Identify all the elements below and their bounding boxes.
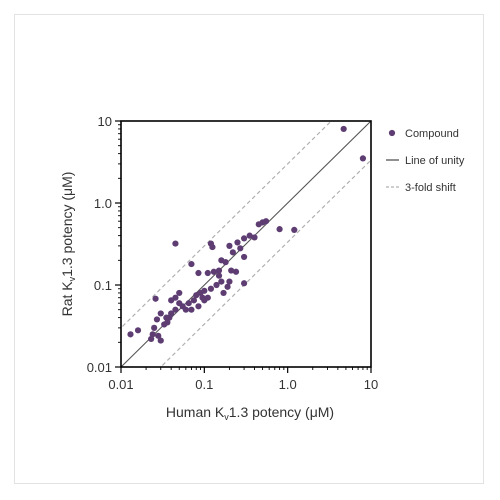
data-point-8: [246, 232, 253, 239]
data-point-42: [176, 300, 183, 307]
data-point-15: [209, 243, 216, 251]
data-point-54: [153, 316, 161, 323]
data-point-43: [172, 306, 179, 313]
data-point-25: [195, 269, 202, 277]
x-tick-label-3: 10: [364, 377, 378, 392]
y-axis-label: Rat Kv1.3 potency (μM): [59, 172, 77, 317]
axis-ticks: 0.01 0.01 0.1 0.1 1.0 1.0 10 10: [87, 114, 379, 392]
data-point-22: [204, 269, 211, 277]
reference-lines: [121, 121, 371, 367]
y-tick-label-3: 10: [98, 114, 112, 129]
data-point-7: [240, 235, 248, 242]
legend-marker-compound: [388, 129, 396, 137]
data-point-21: [210, 268, 217, 275]
data-point-59: [157, 337, 164, 344]
data-point-0: [340, 125, 347, 133]
data-point-61: [127, 331, 134, 338]
y-tick-label-0: 0.01: [87, 360, 112, 375]
data-point-13: [229, 249, 236, 256]
data-point-29: [240, 280, 248, 287]
data-point-63: [195, 303, 202, 310]
data-point-20: [215, 267, 223, 274]
data-point-48: [161, 321, 168, 328]
data-point-57: [155, 332, 162, 339]
data-point-26: [226, 278, 233, 285]
data-point-23: [228, 267, 235, 274]
data-point-12: [237, 245, 244, 252]
x-tick-label-1: 0.1: [195, 377, 213, 392]
data-point-30: [213, 281, 220, 289]
x-tick-label-0: 0.01: [108, 377, 133, 392]
data-point-36: [190, 297, 198, 304]
data-point-4: [255, 221, 262, 228]
data-point-11: [226, 242, 233, 249]
x-tick-label-2: 1.0: [279, 377, 297, 392]
legend-label-1: Line of unity: [405, 155, 465, 167]
legend: Compound Line of unity 3-fold shift: [386, 128, 465, 194]
figure-frame: [14, 14, 484, 484]
data-point-16: [172, 240, 179, 247]
data-point-9: [251, 234, 258, 241]
data-point-24: [232, 268, 240, 275]
data-point-17: [188, 260, 195, 268]
data-point-46: [163, 314, 170, 321]
data-point-55: [151, 324, 158, 331]
data-point-51: [168, 297, 175, 304]
data-point-66: [240, 253, 248, 261]
plot-area-border: [120, 120, 372, 368]
data-point-64: [215, 272, 223, 279]
data-point-38: [185, 300, 192, 307]
y-tick-label-2: 1.0: [94, 196, 112, 211]
data-point-41: [182, 306, 189, 313]
data-point-40: [188, 306, 195, 313]
data-point-27: [224, 283, 231, 290]
data-point-53: [157, 310, 164, 317]
data-point-60: [134, 327, 142, 334]
data-points: [127, 125, 367, 344]
data-point-1: [359, 155, 367, 162]
line-of-unity: [121, 121, 371, 367]
data-point-6: [291, 226, 298, 233]
data-point-49: [176, 289, 183, 297]
y-tick-label-1: 0.1: [94, 278, 112, 293]
data-point-62: [201, 297, 208, 304]
x-axis-label: Human Kv1.3 potency (μM): [166, 404, 334, 422]
data-point-28: [220, 289, 227, 297]
data-point-52: [152, 295, 159, 302]
legend-label-2: 3-fold shift: [405, 182, 456, 194]
legend-label-0: Compound: [405, 128, 459, 140]
data-point-58: [148, 335, 155, 343]
data-point-10: [234, 239, 241, 246]
data-point-31: [207, 285, 215, 292]
data-point-65: [218, 278, 225, 285]
data-point-34: [193, 292, 200, 299]
data-point-19: [222, 259, 229, 266]
data-point-5: [276, 226, 283, 233]
